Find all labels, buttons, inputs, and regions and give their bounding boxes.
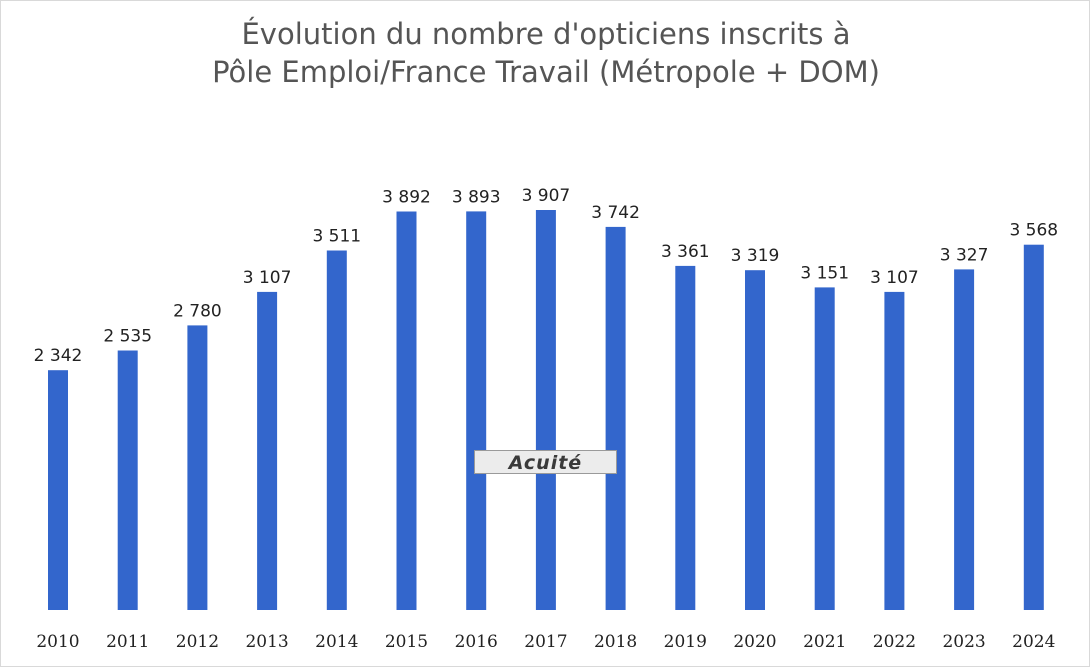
x-tick-label-2017: 2017: [524, 632, 567, 652]
value-label-2011: 2 535: [103, 327, 152, 347]
value-label-2012: 2 780: [173, 301, 222, 321]
x-tick-label-2014: 2014: [315, 632, 358, 652]
bar-2017: [535, 210, 556, 610]
x-tick-label-2018: 2018: [594, 632, 637, 652]
watermark-logo: Acuité: [474, 450, 617, 474]
bar-2018: [605, 226, 626, 610]
bars-group: [48, 210, 1044, 610]
chart-title: Évolution du nombre d'opticiens inscrits…: [1, 15, 1090, 91]
bar-2019: [675, 265, 696, 610]
x-tick-label-2013: 2013: [245, 632, 288, 652]
bar-2021: [814, 287, 835, 610]
x-tick-label-2020: 2020: [733, 632, 776, 652]
value-labels-group: 2 342 2 535 2 780 3 107 3 511 3 892 3 893 3 907…: [34, 186, 1058, 366]
x-tick-label-2016: 2016: [455, 632, 498, 652]
bar-2010: [48, 370, 68, 610]
x-tick-label-2015: 2015: [385, 632, 428, 652]
x-tick-label-2023: 2023: [942, 632, 985, 652]
bar-2011: [117, 350, 138, 610]
value-label-2016: 3 893: [452, 187, 501, 207]
value-label-2013: 3 107: [243, 268, 292, 288]
x-tick-label-2010: 2010: [36, 632, 79, 652]
x-tick-label-2012: 2012: [176, 632, 219, 652]
x-tick-label-2022: 2022: [873, 632, 916, 652]
value-label-2020: 3 319: [731, 246, 780, 266]
bar-2023: [954, 269, 975, 610]
value-label-2015: 3 892: [382, 188, 431, 208]
chart-title-line-1: Évolution du nombre d'opticiens inscrits…: [241, 17, 851, 51]
value-label-2019: 3 361: [661, 242, 710, 262]
x-tick-label-2019: 2019: [664, 632, 707, 652]
value-label-2017: 3 907: [522, 186, 571, 206]
bar-2013: [257, 291, 278, 610]
bar-2022: [884, 291, 905, 610]
x-tick-label-2011: 2011: [106, 632, 149, 652]
x-axis-ticks-group: 2010 2011 2012 2013 2014 2015 2016 2017 2018 2019…: [36, 632, 1055, 652]
value-label-2024: 3 568: [1009, 221, 1058, 241]
bar-2012: [187, 325, 208, 610]
chart-subtitle: Pôle Emploi/France Travail (Métropole + …: [212, 55, 880, 89]
x-tick-label-2024: 2024: [1012, 632, 1055, 652]
value-label-2021: 3 151: [800, 263, 849, 283]
bar-2020: [745, 270, 765, 610]
value-label-2022: 3 107: [870, 268, 919, 288]
bar-2015: [396, 211, 417, 610]
x-tick-label-2021: 2021: [803, 632, 846, 652]
bar-2014: [326, 250, 347, 610]
value-label-2023: 3 327: [940, 245, 989, 265]
value-label-2014: 3 511: [312, 227, 361, 247]
bar-2024: [1023, 244, 1044, 610]
value-label-2010: 2 342: [34, 346, 83, 366]
bar-2016: [466, 211, 487, 610]
value-label-2018: 3 742: [591, 203, 640, 223]
